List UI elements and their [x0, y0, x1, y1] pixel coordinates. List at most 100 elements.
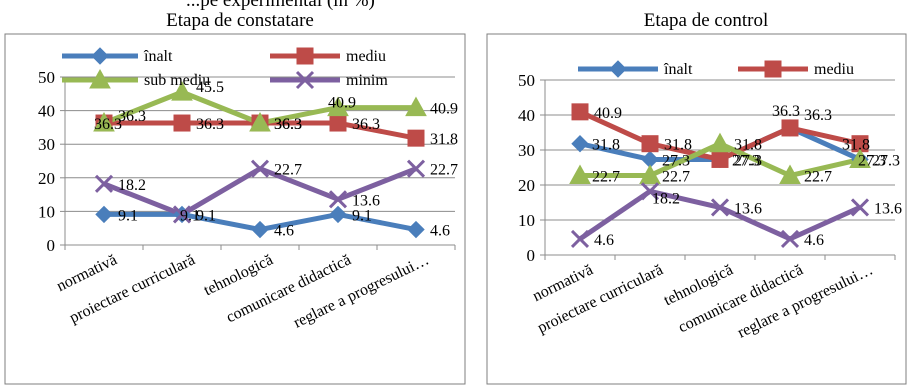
data-point-marker — [171, 81, 193, 101]
data-point-marker — [569, 164, 591, 185]
data-label: 40.9 — [430, 101, 458, 118]
data-label: 31.8 — [592, 137, 620, 154]
legend-marker — [609, 60, 627, 78]
data-label: 22.7 — [592, 169, 620, 186]
data-point-marker — [173, 114, 191, 132]
data-point-marker — [571, 103, 589, 121]
data-label: 36.3 — [804, 107, 832, 124]
y-tick-label: 50 — [38, 68, 55, 87]
top-caption: ...pe experimental (în %) — [186, 0, 375, 11]
data-point-marker — [329, 205, 347, 224]
data-point-marker — [93, 112, 115, 132]
data-label: 4.6 — [594, 232, 614, 249]
data-point-marker — [329, 114, 347, 132]
legend-marker — [764, 60, 782, 78]
data-point-marker — [849, 148, 871, 168]
y-tick-label: 40 — [518, 106, 535, 125]
data-label: 45.5 — [196, 79, 224, 96]
data-label: 27.3 — [662, 152, 690, 169]
y-tick-label: 30 — [518, 141, 535, 160]
data-label: 31.8 — [842, 137, 870, 154]
data-point-marker — [850, 198, 870, 217]
data-label: 13.6 — [352, 192, 380, 209]
data-label: 9.1 — [180, 207, 200, 224]
data-point-marker — [709, 132, 731, 153]
data-point-marker — [406, 159, 426, 178]
data-point-marker — [94, 174, 114, 193]
data-label: 36.3 — [118, 108, 146, 125]
chart-title-constatare: Etapa de constatare — [166, 10, 314, 31]
chart-frame-control — [486, 33, 907, 385]
data-point-marker — [639, 164, 661, 185]
data-label: 13.6 — [734, 200, 762, 217]
data-label: 31.8 — [430, 131, 458, 148]
data-label: 4.6 — [804, 232, 824, 249]
data-label: 4.6 — [430, 223, 450, 240]
data-label: 36.3 — [94, 116, 122, 133]
data-point-marker — [710, 198, 730, 217]
legend-marker — [296, 47, 314, 65]
y-tick-label: 0 — [527, 246, 536, 265]
y-tick-label: 30 — [38, 135, 55, 154]
legend-label: înalt — [663, 61, 693, 78]
data-label: 27.3 — [872, 152, 900, 169]
data-label: 36.3 — [196, 116, 224, 133]
y-tick-label: 10 — [38, 202, 55, 221]
legend-marker — [91, 47, 109, 65]
data-label: 22.7 — [274, 162, 302, 179]
data-point-marker — [780, 229, 800, 248]
data-label: 36.3 — [772, 103, 800, 120]
data-point-marker — [327, 96, 349, 117]
data-label: 18.2 — [118, 177, 146, 194]
data-point-marker — [781, 119, 799, 137]
data-point-marker — [95, 205, 113, 224]
y-tick-label: 20 — [518, 176, 535, 195]
data-label: 36.3 — [352, 116, 380, 133]
data-point-marker — [250, 159, 270, 178]
data-label: 31.8 — [734, 137, 762, 154]
legend-label: sub mediu — [144, 72, 210, 89]
data-label: 31.8 — [664, 137, 692, 154]
data-label: 18.2 — [652, 190, 680, 207]
data-point-marker — [172, 205, 192, 224]
data-label: 22.7 — [430, 162, 458, 179]
data-label: 27.3 — [858, 152, 886, 169]
data-label: 9.1 — [118, 207, 138, 224]
data-point-marker — [570, 229, 590, 248]
data-label: 4.6 — [274, 223, 294, 240]
data-label: 36.3 — [274, 116, 302, 133]
data-label: 9.1 — [196, 207, 216, 224]
data-label: 27.3 — [734, 152, 762, 169]
y-tick-label: 10 — [518, 211, 535, 230]
data-label: 22.7 — [804, 169, 832, 186]
legend-label: mediu — [346, 48, 386, 65]
data-label: 27.3 — [732, 152, 760, 169]
data-label: 9.1 — [352, 207, 372, 224]
legend-marker — [295, 70, 315, 90]
data-point-marker — [711, 150, 729, 168]
chart-frame-constatare — [4, 33, 466, 385]
legend-label: mediu — [814, 61, 854, 78]
data-label: 13.6 — [874, 200, 902, 217]
y-tick-label: 40 — [38, 102, 55, 121]
data-label: 36.3 — [274, 116, 302, 133]
legend-marker — [89, 68, 111, 89]
data-point-marker — [405, 96, 427, 117]
data-point-marker — [571, 134, 589, 153]
legend-label: înalt — [143, 48, 173, 65]
y-tick-label: 0 — [47, 236, 56, 255]
data-label: 22.7 — [662, 169, 690, 186]
y-tick-label: 50 — [518, 71, 535, 90]
legend-label: minim — [346, 72, 388, 89]
data-point-marker — [641, 135, 659, 153]
data-point-marker — [249, 112, 271, 132]
data-point-marker — [779, 164, 801, 185]
chart-title-control: Etapa de control — [644, 10, 769, 31]
data-point-marker — [407, 220, 425, 239]
data-label: 40.9 — [594, 105, 622, 122]
y-tick-label: 20 — [38, 169, 55, 188]
data-point-marker — [640, 182, 660, 201]
data-point-marker — [407, 129, 425, 147]
data-point-marker — [251, 220, 269, 239]
